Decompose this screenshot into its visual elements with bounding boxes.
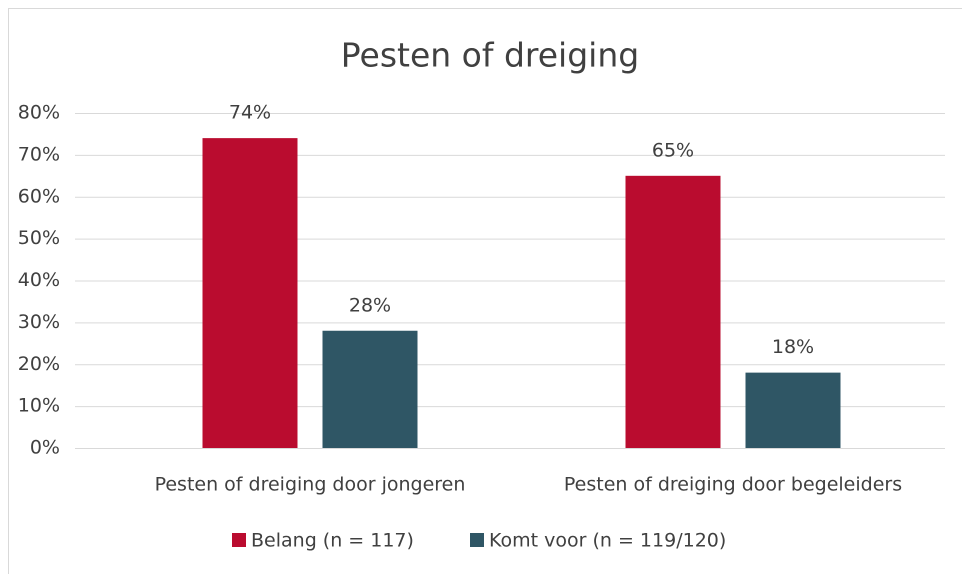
data-label: 74% [229,102,271,124]
legend-swatch [470,533,484,547]
legend-label: Komt voor (n = 119/120) [489,530,726,552]
y-tick-label: 80% [18,102,60,124]
y-tick-label: 70% [18,143,60,165]
y-tick-label: 60% [18,185,60,207]
bar [625,175,721,448]
legend-label: Belang (n = 117) [251,530,414,552]
legend-swatch [232,533,246,547]
data-label: 65% [652,139,694,161]
bar [202,138,298,448]
y-tick-label: 40% [18,269,60,291]
y-tick-label: 30% [18,311,60,333]
x-tick-label: Pesten of dreiging door begeleiders [564,474,902,496]
y-tick-label: 20% [18,353,60,375]
y-tick-label: 50% [18,227,60,249]
data-label: 28% [349,294,391,316]
data-label: 18% [772,336,814,358]
bar [745,372,841,448]
y-tick-label: 10% [18,395,60,417]
chart-border [8,8,962,574]
bar [322,330,418,448]
chart-title: Pesten of dreiging [341,36,639,75]
x-tick-label: Pesten of dreiging door jongeren [155,474,466,496]
y-tick-label: 0% [30,437,60,459]
